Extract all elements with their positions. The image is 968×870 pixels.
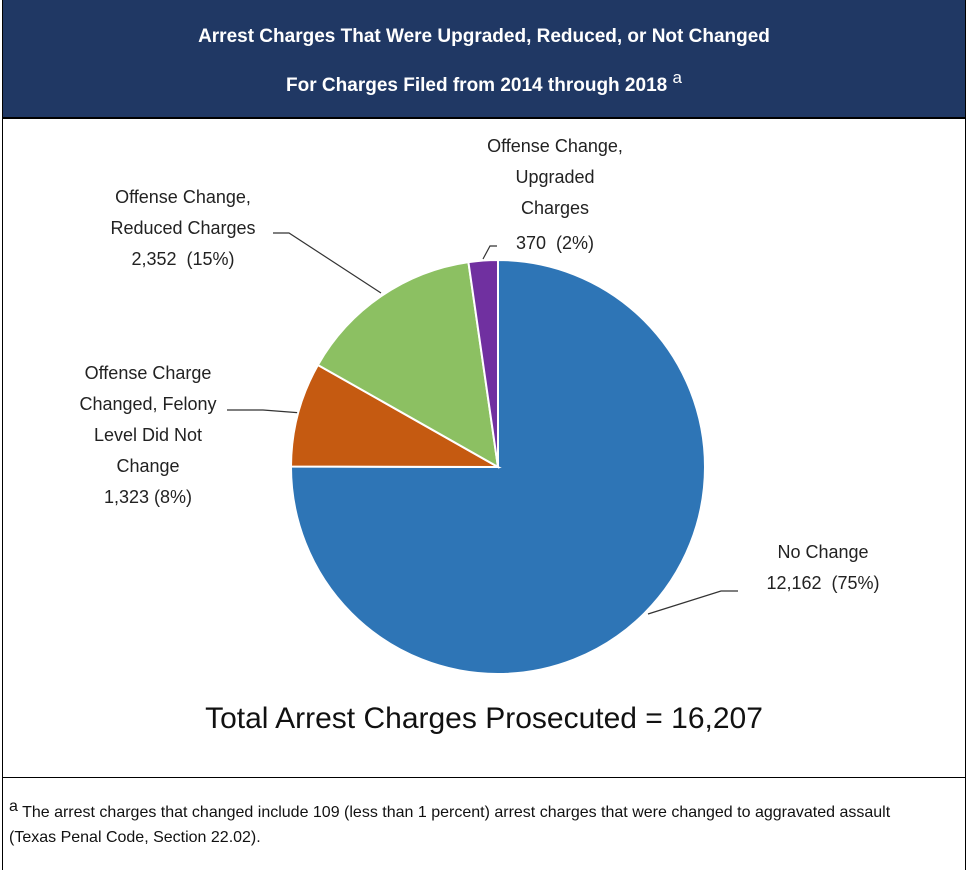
value-label: 2,352 (15%)	[131, 249, 235, 269]
footnote: a The arrest charges that changed includ…	[9, 794, 909, 850]
pie-slice	[290, 258, 706, 675]
value-label: 370 (2%)	[515, 233, 595, 253]
slice-label: Offense Charge Changed, Felony Level Did…	[79, 363, 217, 476]
leader-line	[273, 232, 382, 294]
value-label: 1,323 (8%)	[103, 487, 193, 507]
divider	[3, 777, 965, 778]
title: Arrest Charges That Were Upgraded, Reduc…	[198, 26, 770, 47]
subtitle-row: For Charges Filed from 2014 through 2018…	[3, 68, 965, 97]
slice-label: Offense Change, Upgraded Charges	[487, 136, 623, 218]
note-marker: a	[672, 68, 682, 87]
value-label: 12,162 (75%)	[766, 573, 880, 593]
pie-slice	[289, 363, 502, 469]
leader-line	[482, 245, 497, 260]
footnote-text: The arrest charges that changed include …	[9, 804, 891, 846]
total-annotation: Total Arrest Charges Prosecuted = 16,207	[205, 702, 763, 735]
chart	[227, 232, 738, 675]
subtitle: For Charges Filed from 2014 through 2018	[286, 75, 668, 96]
pie-slice	[316, 260, 500, 469]
leader-line	[647, 590, 738, 615]
footnote-marker: a	[9, 798, 18, 815]
header: Arrest Charges That Were Upgraded, Reduc…	[3, 0, 965, 119]
pie-slice	[467, 258, 499, 468]
slice-label: No Change	[777, 542, 869, 562]
slice-label: Offense Change, Reduced Charges	[110, 187, 256, 238]
